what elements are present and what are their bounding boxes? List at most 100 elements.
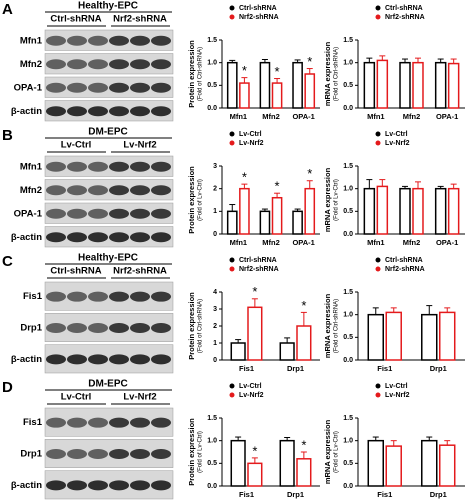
bar xyxy=(279,439,295,487)
blot-band xyxy=(67,82,87,93)
band-label: Fis1 xyxy=(23,291,43,302)
y-axis-label: Protein expression xyxy=(187,166,196,234)
y-tick-label: 1.5 xyxy=(207,415,217,422)
legend-marker xyxy=(375,257,381,263)
legend-label: Ctrl-shRNA xyxy=(239,257,277,264)
blot-band xyxy=(130,59,150,70)
bar xyxy=(363,187,376,235)
y-tick-label: 0.5 xyxy=(343,208,353,215)
blot-band xyxy=(151,354,171,365)
bar xyxy=(421,313,438,361)
y-tick-label: 3 xyxy=(213,306,217,313)
y-tick-label: 1.0 xyxy=(207,60,217,67)
y-axis-label: (Fold of Ctrl-shRNA) xyxy=(334,299,340,353)
bar xyxy=(230,439,246,487)
band-label: Fis1 xyxy=(23,417,43,428)
blot-band xyxy=(88,291,108,302)
y-tick-label: 1.0 xyxy=(207,438,217,445)
blot-band xyxy=(130,449,150,459)
x-tick-label: Mfn1 xyxy=(230,238,248,247)
bar xyxy=(412,187,424,235)
blot-band xyxy=(67,208,87,219)
bar xyxy=(247,462,263,487)
blot-band xyxy=(67,106,87,117)
bar xyxy=(304,73,316,109)
significance-marker: * xyxy=(275,64,280,79)
blot-band xyxy=(88,208,108,219)
y-axis-label: (Fold of Lv-Ctrl) xyxy=(334,179,340,221)
legend-label: Lv-Nrf2 xyxy=(385,392,410,399)
blot-band xyxy=(109,35,129,46)
band-label: OPA-1 xyxy=(14,82,43,93)
y-tick-label: 0.0 xyxy=(343,357,353,364)
x-tick-label: Mfn1 xyxy=(367,238,385,247)
y-tick-label: 1.0 xyxy=(343,60,353,67)
blot-band xyxy=(67,59,87,70)
legend-marker xyxy=(375,140,381,146)
x-tick-label: OPA-1 xyxy=(292,112,314,121)
y-tick-label: 1.5 xyxy=(343,415,353,422)
bar xyxy=(421,439,438,487)
blot-band xyxy=(46,82,66,93)
blot-band xyxy=(151,185,171,196)
blot-band xyxy=(67,354,87,365)
bar xyxy=(376,185,389,235)
bar xyxy=(447,187,460,235)
bar xyxy=(399,61,411,109)
legend-marker xyxy=(229,5,235,11)
panel-letter: D xyxy=(2,379,13,396)
y-axis-label: mRNA expression xyxy=(323,419,332,484)
blot-band xyxy=(88,82,108,93)
x-tick-label: Mfn2 xyxy=(262,112,280,121)
y-tick-label: 3 xyxy=(213,163,217,170)
legend-marker xyxy=(375,392,381,398)
blot-band xyxy=(109,354,129,365)
blot-band xyxy=(67,232,87,243)
y-tick-label: 0.0 xyxy=(343,231,353,238)
blot-band xyxy=(151,232,171,243)
blot-band xyxy=(130,291,150,302)
bar xyxy=(239,187,250,235)
y-tick-label: 0.0 xyxy=(207,483,217,490)
band-label: β-actin xyxy=(11,106,42,117)
blot-band xyxy=(46,35,66,46)
blot-band xyxy=(46,323,66,333)
significance-marker: * xyxy=(242,170,247,185)
lane-label: Lv-Ctrl xyxy=(61,140,92,151)
y-axis-label: (Fold of Lv-Ctrl) xyxy=(334,431,340,473)
y-tick-label: 4 xyxy=(213,289,217,296)
blot-band xyxy=(130,208,150,219)
legend-label: Lv-Nrf2 xyxy=(385,140,410,147)
blot-band xyxy=(130,232,150,243)
blot-band xyxy=(67,161,87,172)
y-tick-label: 0.5 xyxy=(343,334,353,341)
x-tick-label: Mfn2 xyxy=(403,112,421,121)
y-tick-label: 2 xyxy=(213,186,217,193)
blot-band xyxy=(151,417,171,428)
y-tick-label: 1.0 xyxy=(343,312,353,319)
y-tick-label: 1.0 xyxy=(343,186,353,193)
blot-band xyxy=(130,35,150,46)
blot-band xyxy=(151,291,171,302)
bar xyxy=(385,445,402,487)
y-tick-label: 1 xyxy=(213,208,217,215)
blot-band xyxy=(151,106,171,117)
legend-label: Ctrl-shRNA xyxy=(239,5,277,12)
y-tick-label: 0.5 xyxy=(343,82,353,89)
bar xyxy=(247,306,263,361)
lane-label: Lv-Nrf2 xyxy=(123,392,156,403)
bar xyxy=(226,210,238,235)
blot-band xyxy=(130,480,150,491)
bar xyxy=(367,313,384,361)
legend-marker xyxy=(375,14,381,20)
group-label: DM-EPC xyxy=(88,127,127,138)
y-axis-label: (Fold of Ctrl-shRNA) xyxy=(198,47,204,101)
panel-letter: A xyxy=(2,1,13,18)
x-tick-label: OPA-1 xyxy=(436,238,458,247)
bar xyxy=(363,61,376,109)
band-label: Drp1 xyxy=(20,449,42,460)
blot-band xyxy=(88,106,108,117)
legend-marker xyxy=(229,131,235,137)
y-tick-label: 0.5 xyxy=(207,82,217,89)
bar xyxy=(439,311,456,361)
